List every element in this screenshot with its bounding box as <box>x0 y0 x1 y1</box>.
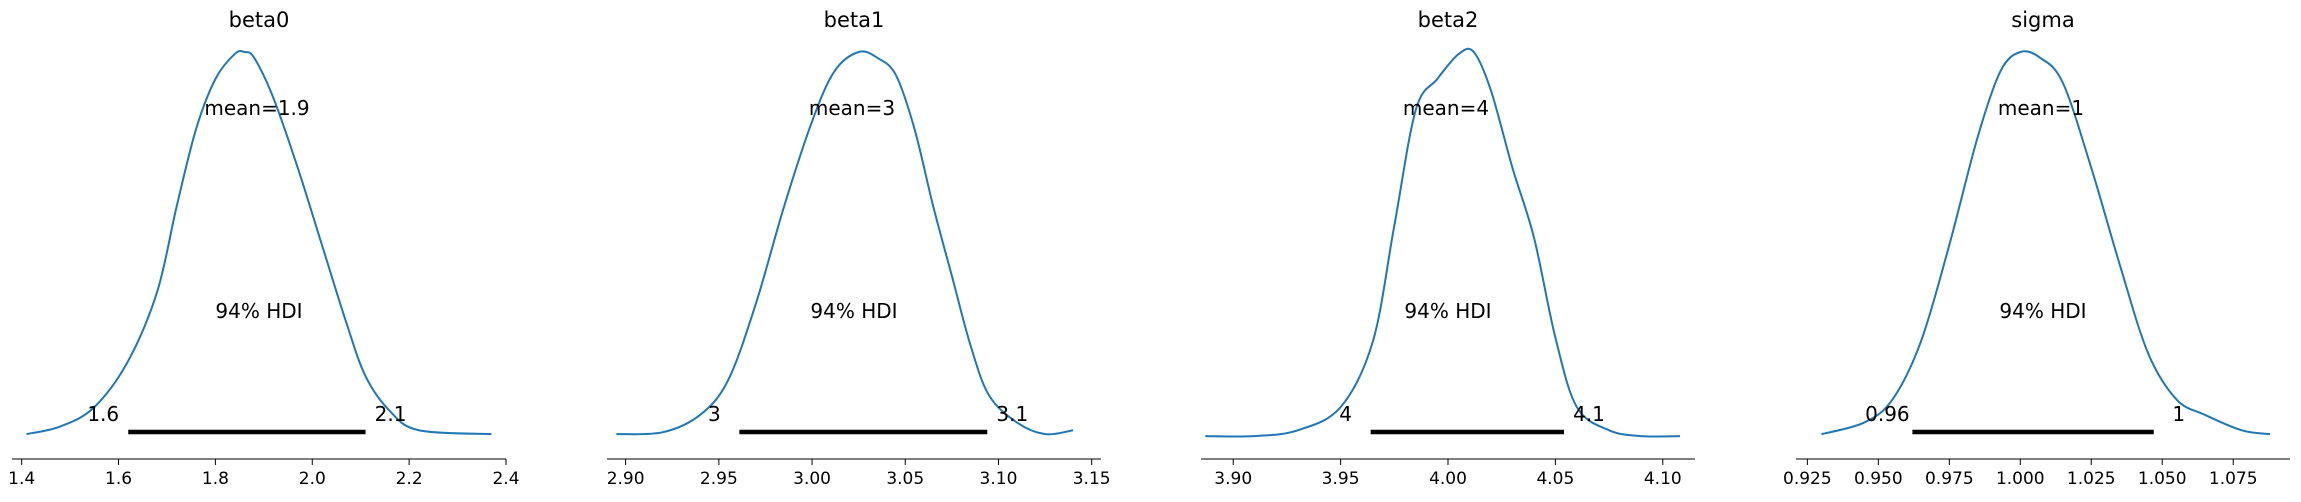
hdi-lower-label: 0.96 <box>1865 402 1910 426</box>
mean-label: mean=4 <box>1403 96 1489 120</box>
x-tick-label: 1.8 <box>202 469 229 489</box>
x-tick-label: 2.0 <box>299 469 326 489</box>
x-tick-label: 4.00 <box>1429 469 1467 489</box>
x-tick-label: 0.925 <box>1783 469 1832 489</box>
x-tick-label: 2.4 <box>492 469 519 489</box>
subplot-beta2: beta2 3.90 3.95 4.00 4.05 4.10 4 4.1 94% HDI mean… <box>1201 8 1695 489</box>
hdi-lower-label: 1.6 <box>87 402 119 426</box>
x-tick-label: 1.4 <box>8 469 35 489</box>
subplot-title: beta2 <box>1418 8 1479 32</box>
subplot-title: beta1 <box>824 8 885 32</box>
x-tick-label: 1.025 <box>2067 469 2116 489</box>
x-tick-label: 1.075 <box>2209 469 2258 489</box>
density-curve-beta2 <box>1205 47 1680 438</box>
x-tick-label: 3.00 <box>793 469 831 489</box>
subplot-sigma: sigma 0.925 0.950 0.975 1.000 1.025 1.050 1.075… <box>1783 8 2290 489</box>
hdi-caption: 94% HDI <box>215 299 302 323</box>
hdi-upper-label: 1 <box>2172 402 2185 426</box>
mean-label: mean=1.9 <box>204 96 309 120</box>
hdi-lower-label: 3 <box>708 402 721 426</box>
x-tick-label: 2.95 <box>700 469 738 489</box>
x-tick-label: 1.6 <box>105 469 132 489</box>
x-tick-label: 4.05 <box>1536 469 1574 489</box>
x-tick-label: 0.950 <box>1854 469 1903 489</box>
subplot-beta0: beta0 1.4 1.6 1.8 2.0 2.2 2.4 1.6 2.1 94% HDI mean… <box>8 8 519 489</box>
x-tick-label: 3.95 <box>1322 469 1360 489</box>
hdi-lower-label: 4 <box>1339 402 1352 426</box>
hdi-upper-label: 4.1 <box>1573 402 1605 426</box>
x-tick-label: 3.05 <box>886 469 924 489</box>
subplot-title: sigma <box>2011 8 2074 32</box>
subplot-beta1: beta1 2.90 2.95 3.00 3.05 3.10 3.15 3 3.1 94% HDI… <box>607 8 1111 489</box>
x-tick-label: 2.2 <box>396 469 423 489</box>
mean-label: mean=1 <box>1998 96 2084 120</box>
x-tick-label: 0.975 <box>1925 469 1974 489</box>
x-tick-label: 3.15 <box>1073 469 1111 489</box>
subplot-title: beta0 <box>229 8 290 32</box>
hdi-caption: 94% HDI <box>1404 299 1491 323</box>
hdi-upper-label: 3.1 <box>996 402 1028 426</box>
hdi-upper-label: 2.1 <box>375 402 407 426</box>
density-curve-beta0 <box>26 50 492 436</box>
x-tick-label: 1.050 <box>2138 469 2187 489</box>
density-curve-sigma <box>1821 50 2271 436</box>
mean-label: mean=3 <box>809 96 895 120</box>
x-tick-label: 3.90 <box>1214 469 1252 489</box>
density-curve-beta1 <box>616 50 1074 436</box>
x-tick-label: 2.90 <box>607 469 645 489</box>
x-tick-label: 4.10 <box>1644 469 1682 489</box>
x-tick-label: 3.10 <box>980 469 1018 489</box>
x-tick-label: 1.000 <box>1996 469 2045 489</box>
hdi-caption: 94% HDI <box>810 299 897 323</box>
hdi-caption: 94% HDI <box>1999 299 2086 323</box>
